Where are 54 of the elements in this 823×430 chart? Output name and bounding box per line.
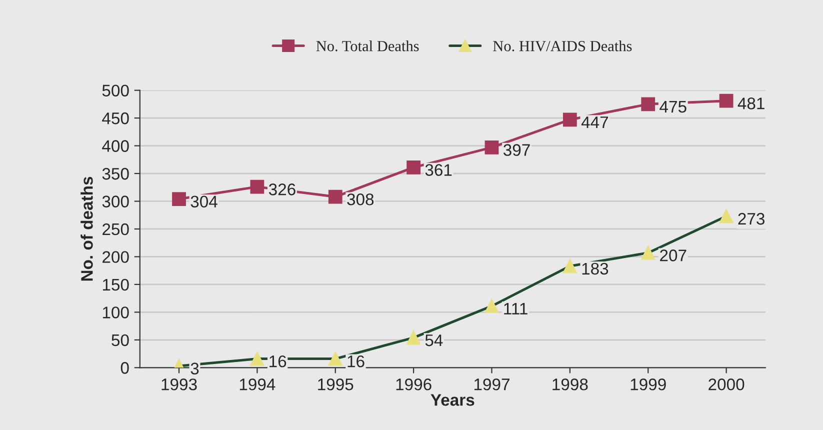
data-label: 475	[660, 101, 686, 113]
point	[641, 246, 656, 260]
point	[562, 112, 577, 127]
x-tick-label: 1995	[318, 378, 354, 390]
point	[719, 209, 734, 224]
point	[250, 352, 264, 366]
point	[328, 352, 342, 366]
point	[250, 180, 264, 194]
y-tick-label: 200	[102, 251, 129, 263]
data-label: 447	[581, 116, 608, 128]
point	[484, 299, 499, 314]
x-tick-label: 1993	[162, 378, 197, 390]
x-tick-label: 1994	[240, 378, 276, 390]
point	[484, 140, 499, 154]
y-tick-label: 100	[102, 306, 129, 318]
data-label: 304	[190, 196, 218, 208]
data-label: 183	[582, 262, 608, 275]
point	[328, 190, 342, 204]
data-label: 308	[347, 194, 374, 206]
data-label: 361	[425, 164, 452, 176]
x-axis-title: Years	[430, 394, 474, 406]
legend-label: No. HIV/AIDS Deaths	[493, 40, 632, 52]
data-label: 481	[738, 98, 764, 110]
y-tick-label: 500	[102, 84, 129, 97]
data-label: 326	[268, 184, 296, 196]
y-tick-label: 250	[102, 223, 129, 236]
y-tick-label: 0	[120, 362, 129, 374]
x-tick-label: 1996	[396, 378, 432, 390]
x-tick-label: 1998	[552, 378, 588, 390]
y-axis-title: No. of deaths	[80, 176, 93, 281]
data-label: 207	[660, 250, 686, 262]
y-tick-label: 50	[112, 334, 129, 346]
data-label: 273	[738, 212, 764, 225]
y-tick-label: 400	[102, 140, 129, 152]
data-label: 111	[504, 302, 528, 314]
data-label: 16	[270, 355, 286, 368]
point	[719, 94, 734, 108]
x-tick-label: 1997	[474, 378, 510, 390]
point	[172, 192, 186, 206]
data-label: 3	[190, 362, 199, 374]
x-tick-label: 2000	[708, 378, 744, 390]
point	[406, 330, 420, 345]
data-label: 16	[348, 355, 364, 368]
data-label: 54	[425, 334, 443, 346]
y-tick-label: 150	[102, 278, 129, 291]
point	[406, 160, 420, 174]
y-tick-label: 350	[102, 168, 129, 180]
y-tick-label: 450	[102, 112, 129, 124]
x-tick-label: 1999	[630, 378, 666, 390]
data-label: 397	[503, 144, 530, 156]
point	[641, 97, 656, 112]
point	[562, 259, 577, 274]
legend-label: No. Total Deaths	[316, 40, 419, 52]
y-tick-label: 300	[102, 196, 129, 208]
